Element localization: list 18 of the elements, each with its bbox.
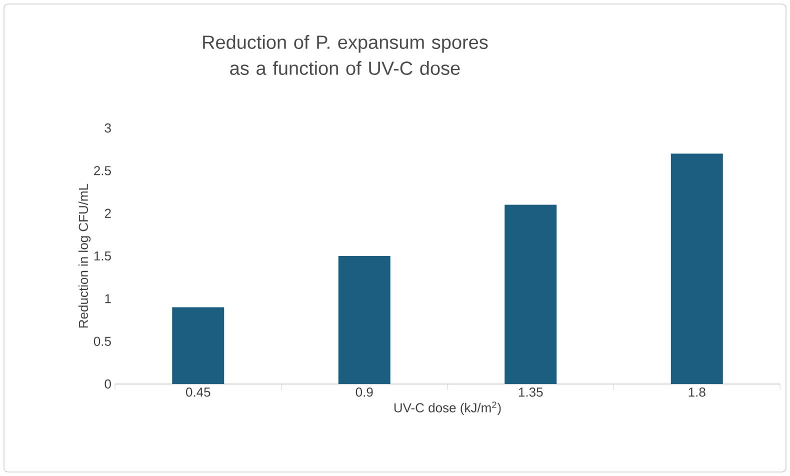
x-tick-label: 0.9 xyxy=(356,388,373,397)
x-tick-label: 0.45 xyxy=(186,388,210,397)
chart-title: Reduction of P. expansum spores as a function of UV-C dose xyxy=(203,35,488,75)
bar xyxy=(504,204,557,384)
y-axis-title: Reduction in log CFU/mL xyxy=(78,184,91,328)
y-tick-label: 2 xyxy=(104,208,111,218)
y-tick-label: 1 xyxy=(105,294,111,304)
bar xyxy=(172,307,224,384)
y-tick-label: 2.5 xyxy=(94,166,111,176)
x-tick-label: 1.35 xyxy=(518,388,543,397)
y-tick-label: 3 xyxy=(104,123,111,133)
y-tick-label: 0.5 xyxy=(94,336,111,346)
x-axis-title: UV-C dose (kJ/m$^{2}$) xyxy=(394,402,501,415)
bar xyxy=(670,154,723,384)
y-tick-label: 0 xyxy=(104,379,111,389)
x-tick-label: 1.8 xyxy=(688,388,706,397)
y-tick-label: 1.5 xyxy=(94,251,111,261)
bar xyxy=(338,256,390,384)
